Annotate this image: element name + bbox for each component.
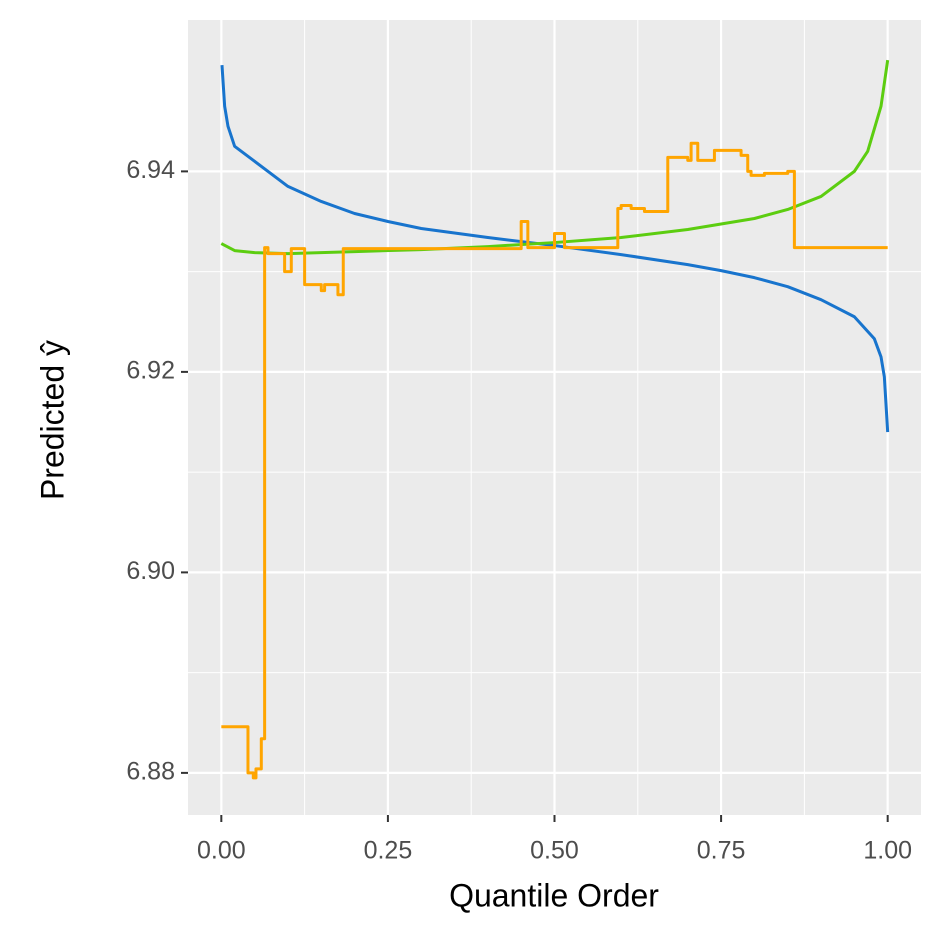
y-tick-label: 6.94 <box>126 156 175 184</box>
x-tick-label: 1.00 <box>863 837 912 865</box>
grid <box>188 20 921 815</box>
x-tick-label: 0.25 <box>364 837 413 865</box>
x-axis-title: Quantile Order <box>449 877 659 913</box>
y-tick-label: 6.90 <box>126 557 175 585</box>
y-tick-label: 6.92 <box>126 356 175 384</box>
series-line <box>221 141 888 780</box>
y-axis-title: Predicted ŷ <box>34 340 70 500</box>
x-tick-label: 0.75 <box>697 837 746 865</box>
y-tick-label: 6.88 <box>126 758 175 786</box>
axes: 0.00 0.25 0.50 0.75 1.00 6.88 6.90 6.92 6.94 <box>126 156 912 865</box>
x-tick-label: 0.50 <box>530 837 579 865</box>
lines <box>220 59 890 780</box>
x-tick-label: 0.00 <box>197 837 246 865</box>
